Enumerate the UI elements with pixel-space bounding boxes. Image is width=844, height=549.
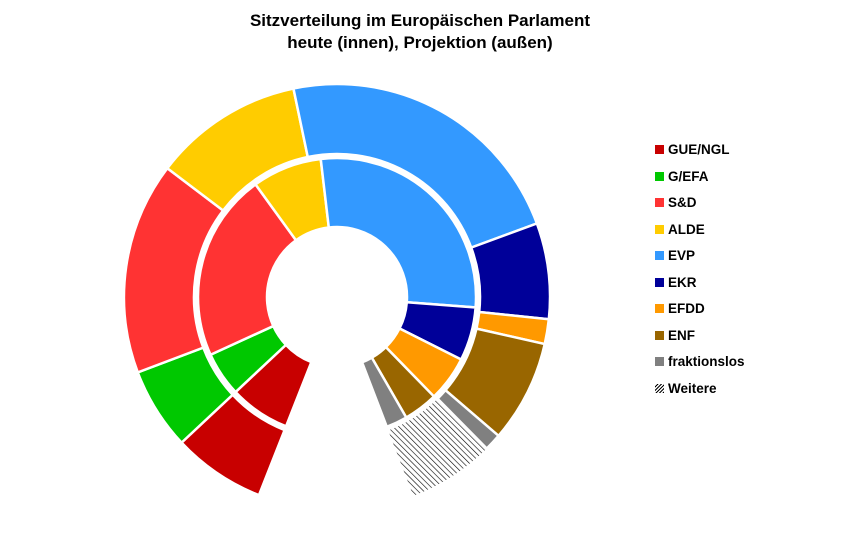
- outer-slice-weitere: [388, 398, 487, 496]
- legend-item: GUE/NGL: [655, 141, 745, 168]
- legend-item: fraktionslos: [655, 353, 745, 380]
- legend-label: GUE/NGL: [668, 142, 730, 157]
- legend-item: EKR: [655, 274, 745, 301]
- chart-title: Sitzverteilung im Europäischen Parlament…: [0, 10, 844, 54]
- legend-item: EVP: [655, 247, 745, 274]
- legend-swatch: [655, 383, 664, 393]
- legend-label: EVP: [668, 248, 696, 263]
- legend-item: ALDE: [655, 221, 745, 248]
- legend-item: G/EFA: [655, 168, 745, 195]
- legend-label: ALDE: [668, 221, 705, 237]
- legend-label: Weitere: [668, 380, 717, 396]
- legend-swatch: [655, 198, 664, 207]
- legend-swatch: [655, 251, 664, 260]
- legend-swatch: [655, 357, 664, 366]
- legend-label: G/EFA: [668, 168, 709, 184]
- legend: GUE/NGL G/EFA S&D ALDE EVP EKR EFDD ENF fraktion…: [655, 141, 745, 406]
- legend-label: ENF: [668, 327, 695, 343]
- legend-label: EKR: [668, 274, 697, 290]
- legend-swatch: [655, 224, 664, 234]
- legend-label: fraktionslos: [668, 354, 745, 369]
- outer-slice-fraktionslos: [435, 388, 501, 451]
- legend-label: EFDD: [668, 301, 705, 316]
- inner-slice-evp: [319, 156, 478, 309]
- legend-swatch: [655, 277, 664, 287]
- chart-title-line2: heute (innen), Projektion (außen): [287, 33, 553, 52]
- inner-slice-fraktionslos: [360, 355, 408, 429]
- legend-item: S&D: [655, 194, 745, 221]
- legend-label: S&D: [668, 195, 697, 210]
- legend-item: EFDD: [655, 300, 745, 327]
- inner-slice-s-d: [196, 182, 298, 357]
- legend-item: Weitere: [655, 380, 745, 407]
- legend-swatch: [655, 304, 664, 313]
- legend-item: ENF: [655, 327, 745, 354]
- legend-swatch: [655, 171, 664, 181]
- chart-title-line1: Sitzverteilung im Europäischen Parlament: [249, 11, 591, 30]
- legend-swatch: [655, 330, 664, 340]
- legend-swatch: [655, 145, 664, 154]
